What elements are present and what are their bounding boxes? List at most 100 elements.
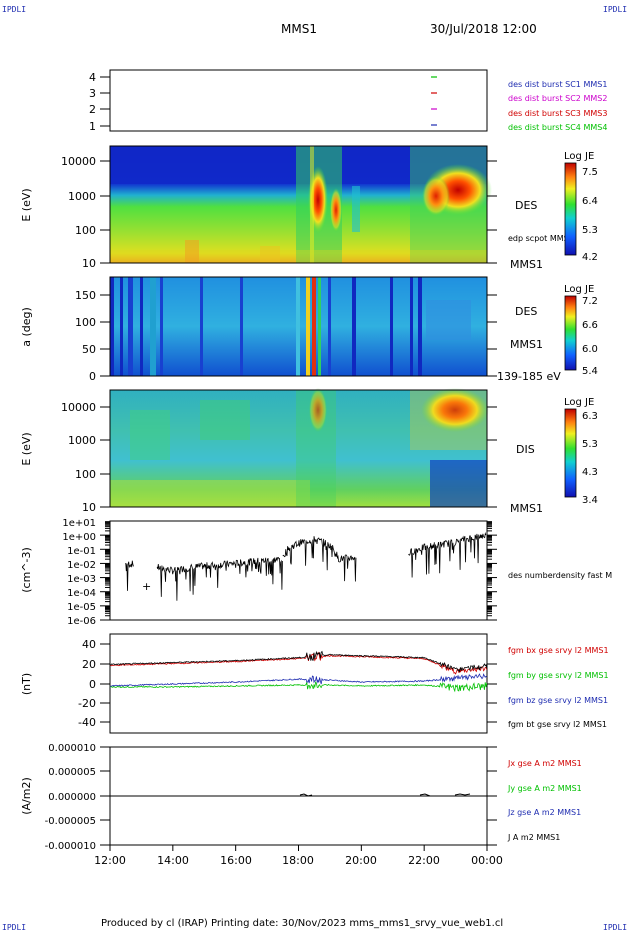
time-tick-label-2000: 20:00 <box>345 854 377 867</box>
b-series-by <box>109 681 488 693</box>
density-segment-4 <box>408 531 487 578</box>
panel-5-frame <box>109 520 488 621</box>
panel-6-magnetic-field: 40 20 0 -20 -40 (nT) fgm bx gse srvy l2 … <box>20 633 609 734</box>
p4-colorbar <box>564 408 577 498</box>
time-tick-label-0000: 00:00 <box>471 854 503 867</box>
time-tick-label-1800: 18:00 <box>282 854 314 867</box>
p3-colorbar-tick-7.2: 7.2 <box>582 296 598 307</box>
p6-tick-label-0: 0 <box>89 678 96 691</box>
time-tick-label-2200: 22:00 <box>408 854 440 867</box>
p4-colorbar-tick-3.4: 3.4 <box>582 495 598 506</box>
p5-tick-label-1e-05: 1e-05 <box>67 602 96 613</box>
panel-7-current: 0.000010 0.000005 0.000000 -0.000005 -0.… <box>20 743 582 852</box>
p2-spectrogram-features <box>110 146 492 263</box>
panel-1-frame <box>109 69 488 132</box>
p1-tick-label-1: 1 <box>89 120 96 133</box>
p6-legend-bt: fgm bt gse srvy l2 MMS1 <box>508 720 607 729</box>
p4-colorbar-tick-5.3: 5.3 <box>582 439 598 450</box>
p7-tick-label-neg0.000005: -0.000005 <box>45 816 96 827</box>
p2-colorbar-tick-6.4: 6.4 <box>582 196 598 207</box>
panel-3-frame <box>109 276 488 377</box>
p2-ylabel: E (eV) <box>20 188 33 221</box>
p3-colorbar-tick-6.6: 6.6 <box>582 320 598 331</box>
p1-tick-label-4: 4 <box>89 71 96 84</box>
p7-tick-label-0.000005: 0.000005 <box>48 767 96 778</box>
current-series-j <box>299 793 471 797</box>
p4-colorbar-tick-6.3: 6.3 <box>582 411 598 422</box>
p1-legend-sc3: des dist burst SC3 MMS3 <box>508 109 607 118</box>
time-tick-label-1400: 14:00 <box>157 854 189 867</box>
p2-label-des: DES <box>515 199 537 212</box>
magnetic-field-series <box>109 650 488 693</box>
p4-tick-label-100: 100 <box>75 468 96 481</box>
density-segment-2 <box>156 556 283 601</box>
p2-colorbar <box>564 162 577 256</box>
p5-tick-label-1e-04: 1e-04 <box>67 588 96 599</box>
p3-ylabel: a (deg) <box>20 307 33 347</box>
p4-colorbar-tick-4.3: 4.3 <box>582 467 598 478</box>
corner-label-right: IPDLI <box>603 5 628 14</box>
p4-ylabel: E (eV) <box>20 432 33 465</box>
panel-4-frame <box>109 389 488 508</box>
panel-3-pitch-angle: 150 100 50 0 a (deg) DES MMS1 139-185 eV… <box>20 276 598 383</box>
p3-tick-label-150: 150 <box>75 289 96 302</box>
p6-legend-bz: fgm bz gse srvy l2 MMS1 <box>508 696 608 705</box>
p3-tick-label-50: 50 <box>82 343 96 356</box>
p3-spectrogram-features <box>110 277 471 376</box>
p7-tick-label-0.000000: 0.000000 <box>48 792 96 803</box>
p2-colorbar-tick-4.2: 4.2 <box>582 252 598 263</box>
p4-colorbar-title: Log JE <box>564 397 594 408</box>
p6-legend-bx: fgm bx gse srvy l2 MMS1 <box>508 646 609 655</box>
p7-legend-jy: Jy gse A m2 MMS1 <box>507 784 582 793</box>
panel-1-burst: 4 3 2 1 des dist burst SC1 MMS1 des dist… <box>89 69 607 133</box>
p2-tick-label-10000: 10000 <box>61 155 96 168</box>
p3-colorbar-tick-6.0: 6.0 <box>582 344 598 355</box>
p3-colorbar-title: Log JE <box>564 284 594 295</box>
datetime-title: 30/Jul/2018 12:00 <box>430 22 537 36</box>
density-segment-3 <box>282 536 357 582</box>
p5-tick-label-1e-02: 1e-02 <box>67 560 96 571</box>
p2-colorbar-tick-7.5: 7.5 <box>582 167 598 178</box>
p2-tick-label-100: 100 <box>75 224 96 237</box>
footer-corner-left: IPDLI <box>2 923 27 932</box>
p5-tick-label-1e+01: 1e+01 <box>62 518 96 529</box>
p3-colorbar <box>564 295 577 371</box>
footer-credit: Produced by cl (IRAP) Printing date: 30/… <box>101 918 504 929</box>
p6-legend-by: fgm by gse srvy l2 MMS1 <box>508 671 609 680</box>
p6-tick-label-neg20: -20 <box>78 697 96 710</box>
p3-label-mms1: MMS1 <box>510 338 543 351</box>
p2-tick-label-10: 10 <box>82 257 96 270</box>
p1-tick-label-2: 2 <box>89 103 96 116</box>
panel-4-dis-energy: 10000 1000 100 10 E (eV) DIS MMS1 Log JE… <box>20 388 598 515</box>
p1-legend-sc2: des dist burst SC2 MMS2 <box>508 94 607 103</box>
p7-legend-j: J A m2 MMS1 <box>507 833 560 842</box>
panel-5-density: 1e+01 1e+00 1e-01 1e-02 1e-03 1e-04 1e-0… <box>20 518 612 627</box>
panel-6-frame <box>109 633 488 734</box>
density-plus-marker: + <box>142 580 151 593</box>
b-series-bt <box>109 650 488 674</box>
p4-label-mms1: MMS1 <box>510 502 543 515</box>
p7-tick-label-neg0.000010: -0.000010 <box>45 841 96 852</box>
density-segment-1 <box>125 560 134 591</box>
p2-colorbar-tick-5.3: 5.3 <box>582 225 598 236</box>
p6-ylabel: (nT) <box>20 673 33 695</box>
p2-tick-label-1000: 1000 <box>68 190 96 203</box>
panel-2-frame <box>109 145 488 264</box>
p2-colorbar-title: Log JE <box>564 151 594 162</box>
p2-label-mms1: MMS1 <box>510 258 543 271</box>
p2-label-scpot: edp scpot MMS1 <box>508 234 574 243</box>
p7-legend-jz: Jz gse A m2 MMS1 <box>507 808 581 817</box>
corner-label-left: IPDLI <box>2 5 27 14</box>
b-series-bx <box>109 651 488 675</box>
spacecraft-title: MMS1 <box>281 22 317 36</box>
p6-tick-label-40: 40 <box>82 638 96 651</box>
time-tick-label-1600: 16:00 <box>220 854 252 867</box>
p5-tick-label-1e+00: 1e+00 <box>62 532 96 543</box>
p3-colorbar-tick-5.4: 5.4 <box>582 366 598 377</box>
p7-legend-jx: Jx gse A m2 MMS1 <box>507 759 582 768</box>
time-tick-label-1200: 12:00 <box>94 854 126 867</box>
p4-tick-label-1000: 1000 <box>68 434 96 447</box>
p4-tick-label-10000: 10000 <box>61 401 96 414</box>
footer-corner-right: IPDLI <box>603 923 628 932</box>
